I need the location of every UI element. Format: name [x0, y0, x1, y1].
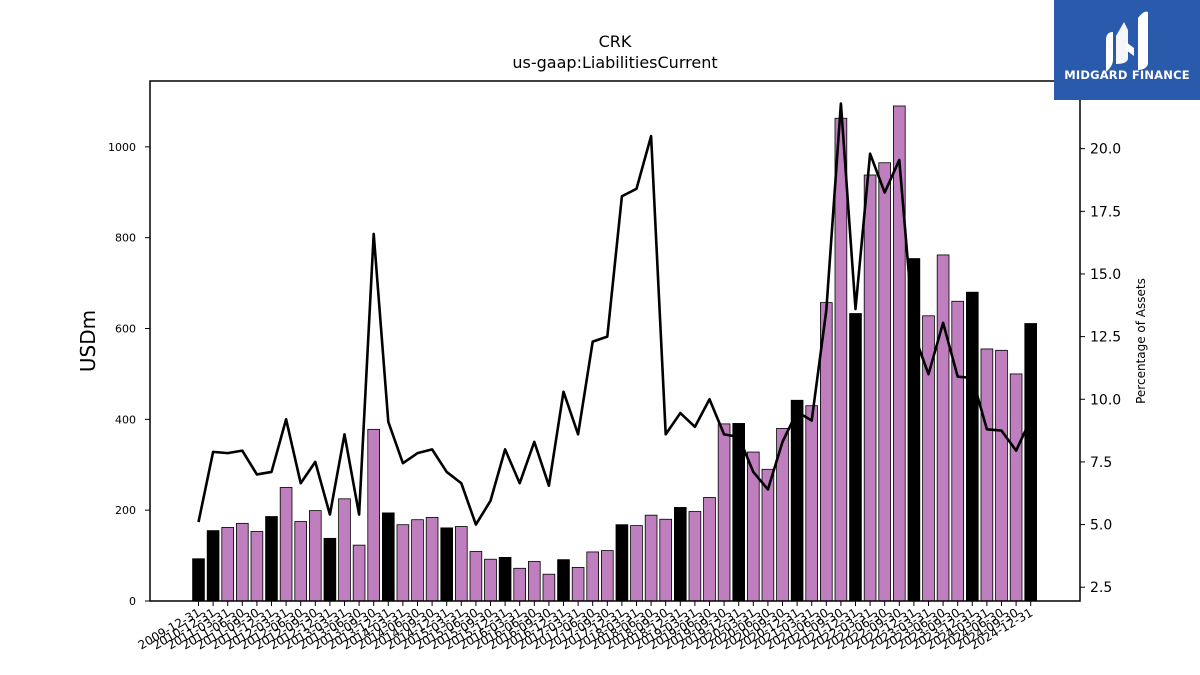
bar	[878, 162, 891, 602]
bar	[338, 498, 351, 602]
y2-tick-label: 5.0	[1090, 518, 1112, 534]
bar	[995, 349, 1008, 602]
bar	[601, 550, 614, 602]
bar	[528, 561, 541, 602]
bar	[790, 399, 804, 602]
y2-axis-label: Percentage of Assets	[1134, 278, 1148, 404]
bar	[951, 300, 964, 602]
y2-tick-label: 7.5	[1090, 455, 1112, 471]
bar	[265, 516, 278, 602]
midgard-logo-icon	[1106, 11, 1148, 72]
bar	[717, 423, 731, 602]
midgard-finance-logo: MIDGARD FINANCE	[1054, 0, 1200, 100]
line-series	[197, 102, 1032, 526]
y-tick-label: 800	[115, 232, 136, 245]
y-tick-label: 400	[115, 413, 136, 426]
bar	[192, 558, 205, 602]
logo-text: MIDGARD FINANCE	[1064, 68, 1190, 82]
y2-tick-label: 17.5	[1090, 204, 1121, 220]
bar	[411, 519, 424, 602]
y-tick-label: 200	[115, 504, 136, 517]
y-tick-label: 0	[129, 595, 136, 608]
bar	[907, 258, 921, 602]
bar	[659, 518, 672, 602]
bar	[279, 487, 293, 602]
y2-tick-label: 15.0	[1090, 267, 1121, 283]
bar	[747, 451, 760, 602]
bar	[966, 291, 979, 602]
bar	[381, 512, 395, 602]
bar	[688, 511, 702, 602]
y-tick-label: 600	[115, 323, 136, 336]
y2-tick-label: 2.5	[1090, 580, 1112, 596]
bar	[454, 526, 468, 602]
bar	[250, 531, 264, 602]
y2-tick-label: 20.0	[1090, 142, 1121, 158]
y-axis-label: USDm	[76, 310, 100, 372]
bar	[425, 517, 439, 602]
bar	[542, 573, 556, 602]
bar	[469, 551, 483, 602]
bar	[498, 557, 512, 602]
bar	[513, 567, 526, 602]
bar	[206, 530, 220, 602]
bar	[863, 174, 877, 602]
chart-title: CRK	[598, 32, 632, 51]
bar	[936, 254, 950, 602]
bar	[352, 544, 366, 602]
bar	[571, 566, 585, 602]
bar	[308, 510, 322, 602]
bar	[586, 551, 599, 602]
bar	[630, 525, 643, 602]
plot-frame	[149, 80, 1081, 602]
bar	[367, 428, 380, 602]
bar	[615, 524, 629, 602]
bar	[557, 559, 570, 602]
bar	[1024, 323, 1038, 602]
bar	[235, 522, 249, 602]
bar	[294, 521, 307, 602]
bar	[484, 558, 497, 602]
chart-subtitle: us-gaap:LiabilitiesCurrent	[512, 53, 718, 72]
bar	[674, 507, 687, 602]
bar	[893, 105, 906, 602]
bar	[440, 527, 453, 602]
y-tick-label: 1000	[108, 141, 136, 154]
bar	[396, 524, 410, 602]
y2-tick-label: 10.0	[1090, 392, 1121, 408]
bar	[980, 348, 994, 602]
bar	[703, 497, 716, 602]
bar	[644, 514, 658, 602]
bar	[834, 117, 848, 602]
y2-tick-label: 12.5	[1090, 330, 1121, 346]
bar	[849, 313, 862, 602]
bar	[221, 527, 235, 602]
bar	[1009, 373, 1023, 602]
bar	[805, 405, 818, 602]
bar	[323, 537, 337, 602]
